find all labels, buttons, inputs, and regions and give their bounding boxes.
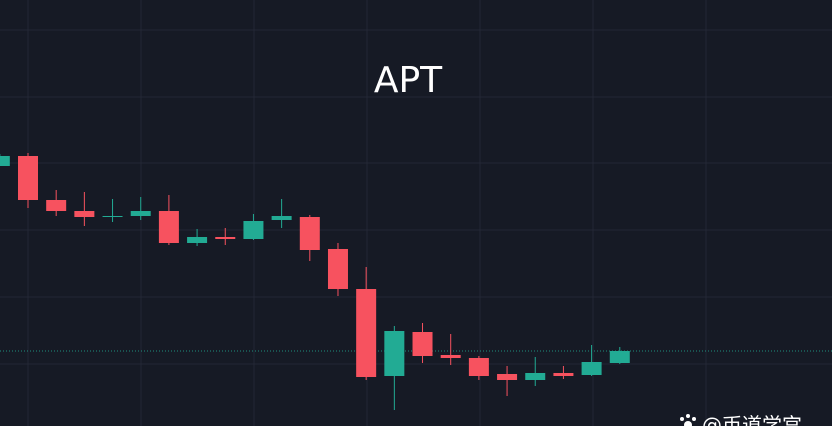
candle-body	[187, 237, 208, 243]
candle-body	[243, 221, 264, 239]
candle-body	[440, 355, 461, 358]
candle-body	[0, 156, 10, 166]
candle-body	[215, 237, 236, 239]
watermark: @币道学宫	[702, 413, 802, 426]
candle-body	[609, 351, 630, 363]
candle-body	[158, 211, 179, 243]
candle-body	[130, 211, 151, 216]
candle-body	[581, 362, 602, 375]
candles	[0, 153, 832, 410]
candle-body	[46, 200, 67, 211]
candle-body	[525, 373, 546, 380]
candle-body	[497, 374, 518, 380]
chart-title: APT	[374, 60, 443, 101]
candle-body	[299, 217, 320, 250]
candle-body	[384, 331, 405, 376]
watermark-icon	[680, 414, 696, 426]
candle-body	[327, 249, 348, 289]
candle-body	[412, 332, 433, 356]
candle-body	[468, 358, 489, 376]
candle-body	[271, 216, 292, 220]
candle-body	[356, 289, 377, 377]
candle-body	[18, 156, 38, 200]
candle-body	[553, 373, 574, 376]
candle-body	[74, 211, 95, 217]
candle-body	[102, 216, 123, 217]
